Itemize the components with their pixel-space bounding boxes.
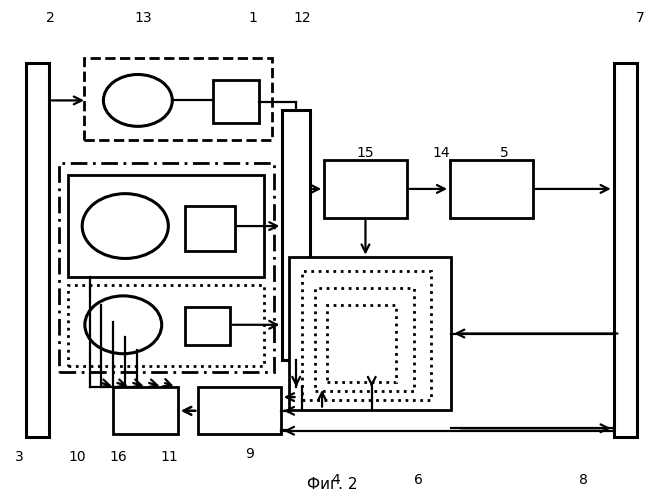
- Text: 13: 13: [134, 11, 152, 25]
- Circle shape: [82, 194, 169, 258]
- Bar: [324, 160, 407, 218]
- Bar: [68, 175, 264, 278]
- Text: 7: 7: [635, 11, 645, 25]
- Text: 15: 15: [357, 146, 374, 160]
- Text: 4: 4: [331, 474, 340, 488]
- Text: 11: 11: [161, 450, 179, 464]
- Text: 8: 8: [580, 474, 588, 488]
- Circle shape: [104, 74, 173, 126]
- Text: 10: 10: [68, 450, 86, 464]
- Text: 1: 1: [248, 11, 257, 25]
- Text: 5: 5: [500, 146, 509, 160]
- Bar: [315, 288, 414, 390]
- Text: 9: 9: [245, 448, 254, 462]
- Bar: [84, 58, 272, 140]
- Bar: [212, 80, 259, 123]
- Bar: [114, 387, 178, 434]
- Text: 3: 3: [15, 450, 24, 464]
- Bar: [289, 258, 452, 410]
- Bar: [450, 160, 533, 218]
- Circle shape: [85, 296, 162, 354]
- Bar: [59, 162, 274, 372]
- Bar: [282, 110, 310, 360]
- Text: 6: 6: [414, 474, 422, 488]
- Bar: [68, 285, 264, 366]
- Text: 16: 16: [110, 450, 127, 464]
- Text: 12: 12: [293, 11, 311, 25]
- Bar: [185, 206, 234, 251]
- Bar: [26, 63, 49, 437]
- Text: 2: 2: [46, 11, 54, 25]
- Bar: [198, 387, 281, 434]
- Bar: [614, 63, 637, 437]
- Bar: [327, 305, 396, 382]
- Text: Фиг. 2: Фиг. 2: [307, 477, 357, 492]
- Text: 14: 14: [432, 146, 450, 160]
- Bar: [302, 271, 432, 400]
- Bar: [185, 308, 230, 344]
